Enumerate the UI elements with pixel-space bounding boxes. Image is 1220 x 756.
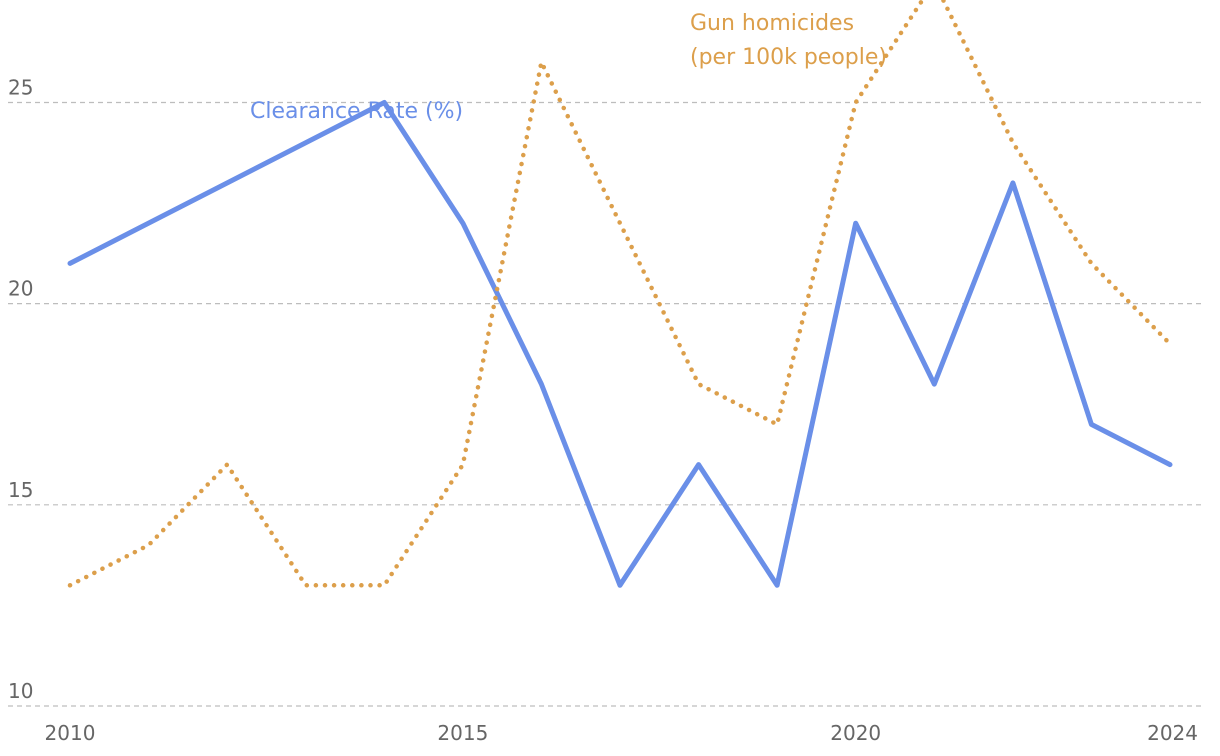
series-labels: Clearance Rate (%) Gun homicides (per 100k… [250, 11, 887, 124]
y-axis-tick-labels: 10 15 20 25 [8, 75, 33, 703]
series-label-line: (per 100k people) [690, 45, 887, 70]
series-line-clearance-rate [67, 100, 1173, 588]
series-label-line: Gun homicides [690, 11, 854, 36]
y-tick-label: 15 [8, 478, 33, 502]
x-tick-label: 2024 [1147, 721, 1198, 745]
series-label-gun-homicides: Gun homicides (per 100k people) [690, 11, 887, 70]
y-tick-label: 20 [8, 277, 33, 301]
y-tick-label: 10 [8, 679, 33, 703]
series-line-gun-homicides [67, 0, 1173, 588]
x-axis-tick-labels: 2010 2015 2020 2024 [45, 721, 1198, 745]
series-label-clearance-rate: Clearance Rate (%) [250, 99, 463, 124]
x-tick-label: 2010 [45, 721, 96, 745]
x-tick-label: 2015 [437, 721, 488, 745]
grid-lines [8, 101, 1202, 707]
y-tick-label: 25 [8, 75, 33, 99]
series-lines [67, 0, 1173, 588]
x-tick-label: 2020 [830, 721, 881, 745]
series-label-line: Clearance Rate (%) [250, 99, 463, 124]
